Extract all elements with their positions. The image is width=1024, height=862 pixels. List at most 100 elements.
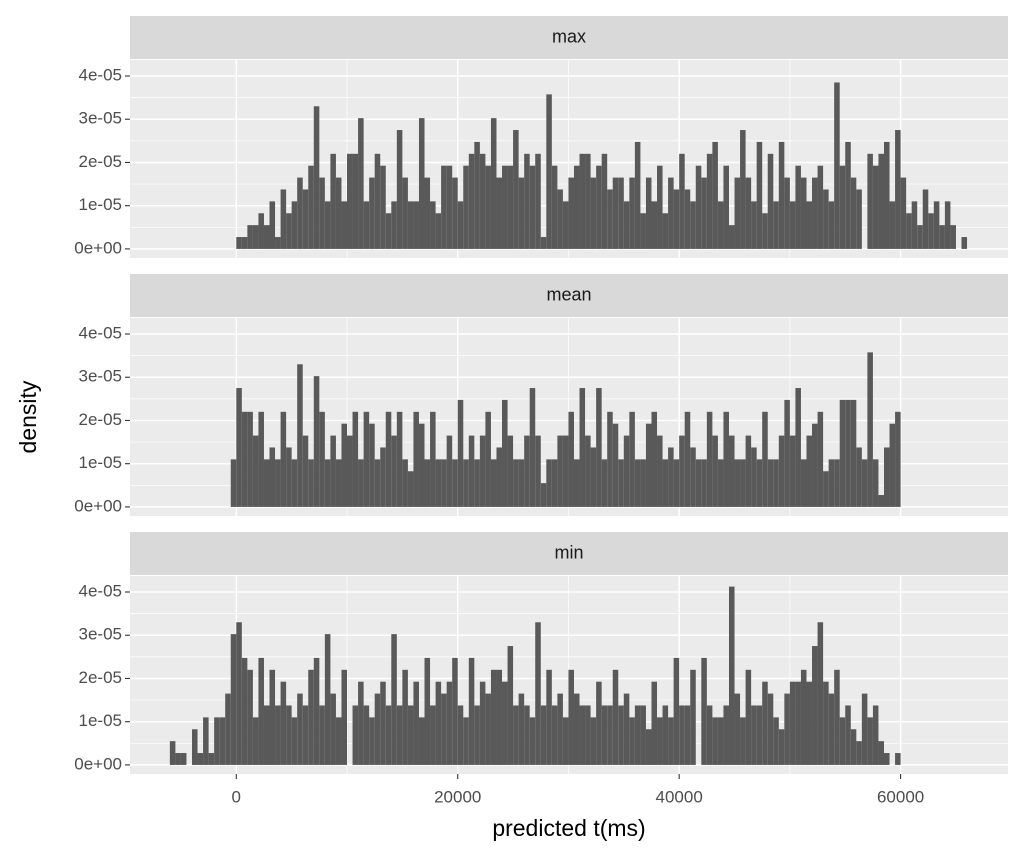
bar — [812, 646, 818, 765]
bar — [347, 153, 353, 249]
bar — [939, 225, 945, 249]
bar — [751, 705, 757, 765]
bar — [773, 201, 779, 249]
bar — [241, 411, 248, 507]
x-tick-label: 60000 — [877, 787, 924, 806]
bar — [402, 459, 408, 507]
bar — [562, 717, 569, 765]
bar — [413, 201, 419, 249]
bar — [407, 471, 414, 507]
bar — [717, 201, 724, 249]
bar — [767, 153, 774, 249]
bar — [922, 189, 929, 249]
bar — [546, 669, 552, 765]
bar — [562, 435, 569, 507]
bar — [867, 717, 873, 765]
bar — [889, 423, 896, 507]
bar — [180, 753, 187, 765]
bar — [679, 153, 685, 249]
bar — [723, 705, 729, 765]
bar — [214, 717, 220, 765]
bar — [634, 459, 641, 507]
bar — [756, 705, 763, 765]
bar — [850, 399, 857, 507]
bar — [319, 705, 325, 765]
bar — [795, 388, 801, 507]
bar — [745, 435, 752, 507]
bar — [457, 705, 464, 765]
bar — [562, 201, 569, 249]
y-tick-label: 3e-05 — [79, 109, 122, 128]
bar — [668, 447, 674, 507]
bar — [839, 717, 846, 765]
bar — [839, 399, 846, 507]
bar — [767, 693, 774, 765]
bar — [585, 705, 591, 765]
bar — [596, 165, 602, 249]
bar — [917, 225, 923, 249]
bar — [363, 411, 370, 507]
bar — [358, 681, 364, 765]
bar — [845, 705, 851, 765]
bar — [341, 423, 348, 507]
bar — [784, 399, 790, 507]
bar — [756, 141, 763, 249]
bar — [308, 669, 314, 765]
bar — [385, 411, 392, 507]
bar — [546, 94, 552, 249]
bar — [374, 459, 381, 507]
bar — [806, 435, 813, 507]
bar — [662, 213, 669, 249]
bar — [169, 741, 176, 765]
y-tick-label: 2e-05 — [79, 410, 122, 429]
bar — [629, 717, 635, 765]
bar — [385, 705, 392, 765]
bar — [673, 189, 680, 249]
bar — [203, 717, 209, 765]
bar — [911, 201, 918, 249]
bar — [695, 165, 702, 249]
bar — [385, 213, 392, 249]
bar — [662, 705, 669, 765]
strip — [130, 532, 1008, 575]
bar — [485, 693, 491, 765]
bar — [778, 435, 785, 507]
y-tick-label: 1e-05 — [79, 711, 122, 730]
bar — [518, 693, 525, 765]
bar — [651, 411, 658, 507]
bar — [297, 364, 303, 507]
bar — [828, 201, 835, 249]
bar — [856, 741, 862, 765]
bar — [551, 459, 558, 507]
bar — [668, 177, 674, 249]
bar — [634, 705, 641, 765]
bar — [335, 177, 342, 249]
bar — [756, 459, 763, 507]
bar — [230, 634, 237, 765]
bar — [302, 435, 309, 507]
bar — [330, 435, 336, 507]
bar — [668, 717, 674, 765]
bar — [463, 717, 469, 765]
bar — [330, 693, 336, 765]
bar — [430, 411, 436, 507]
bar — [363, 201, 370, 249]
bar — [546, 459, 552, 507]
bar — [762, 681, 768, 765]
bar — [435, 459, 442, 507]
bar — [446, 681, 453, 765]
bar — [540, 705, 547, 765]
bar — [834, 82, 840, 249]
bar — [834, 669, 840, 765]
bar — [601, 459, 608, 507]
bar — [241, 237, 248, 249]
bar — [673, 459, 680, 507]
bar — [717, 717, 724, 765]
bar — [502, 165, 508, 249]
bar — [579, 705, 586, 765]
bar — [247, 411, 253, 507]
bar — [518, 177, 525, 249]
bar — [540, 237, 547, 249]
bar — [883, 753, 890, 765]
